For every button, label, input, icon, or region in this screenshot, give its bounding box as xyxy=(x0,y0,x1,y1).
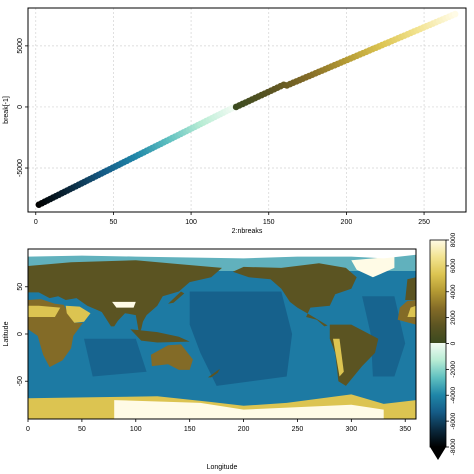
colorbar-tick-label: 2000 xyxy=(450,310,457,325)
scatter-points xyxy=(35,10,459,208)
arctic-ice xyxy=(28,249,416,259)
x-tick-label: 50 xyxy=(78,426,86,433)
y-tick-label: 0 xyxy=(17,332,24,336)
colorbar-legend: -8000 -6000 -4000 -2000 0 2000 4000 6000 8000 xyxy=(429,232,457,460)
map-x-axis: 0 50 100 150 200 250 300 350 xyxy=(26,419,411,433)
scatter-y-axis-label: break[-1] xyxy=(3,96,10,124)
india xyxy=(101,311,123,327)
x-tick-label: 250 xyxy=(418,219,430,226)
colorbar-tick-label: 4000 xyxy=(450,284,457,299)
scatter-y-axis: -5000 0 5000 xyxy=(17,38,28,177)
colorbar-tick-label: -6000 xyxy=(450,412,457,429)
x-tick-label: 100 xyxy=(185,219,197,226)
deep-ocean-pacific xyxy=(189,291,293,386)
andes xyxy=(333,338,344,377)
greenland xyxy=(351,256,395,278)
x-tick-label: 150 xyxy=(263,219,275,226)
deep-ocean-indian xyxy=(84,338,147,377)
y-tick-label: -50 xyxy=(17,376,24,386)
iberia-europe-west xyxy=(405,277,416,300)
colorbar-extend-arrow xyxy=(430,447,446,460)
x-tick-label: 0 xyxy=(26,426,30,433)
map-y-axis: -50 0 50 xyxy=(17,283,28,386)
arabia xyxy=(65,305,91,323)
colorbar-tick-label: 8000 xyxy=(450,232,457,247)
x-tick-label: 200 xyxy=(238,426,250,433)
tibet-highlands xyxy=(112,301,136,308)
japan xyxy=(168,291,185,304)
deep-ocean-atlantic xyxy=(362,296,406,377)
scatter-grid xyxy=(28,8,466,212)
antarctica-ice xyxy=(114,400,384,419)
bathymetry-map: 0 50 100 150 200 250 300 350 -50 0 50 Longitude L… xyxy=(3,248,417,471)
colorbar-ocean xyxy=(430,343,446,447)
data-point xyxy=(451,10,459,18)
y-tick-label: 5000 xyxy=(17,38,24,54)
southeast-asia xyxy=(135,315,145,334)
map-y-axis-label: Latitude xyxy=(3,321,10,346)
indonesia xyxy=(130,329,190,343)
colorbar-tick-label: 6000 xyxy=(450,258,457,273)
scatter-x-axis: 0 50 100 150 200 250 xyxy=(34,212,430,226)
x-tick-label: 0 xyxy=(34,219,38,226)
x-tick-label: 350 xyxy=(399,426,411,433)
africa-west-bulge xyxy=(397,300,416,325)
colorbar-land xyxy=(430,240,446,343)
scatter-plot-frame xyxy=(27,7,467,213)
y-tick-label: 50 xyxy=(17,283,24,291)
y-tick-label: 0 xyxy=(17,105,24,109)
sahara-highlight-east xyxy=(28,305,61,317)
colorbar-ticks: -8000 -6000 -4000 -2000 0 2000 4000 6000 8000 xyxy=(446,232,457,455)
colorbar-tick-label: 0 xyxy=(450,341,457,345)
x-tick-label: 150 xyxy=(184,426,196,433)
new-zealand xyxy=(208,368,220,378)
eurasia xyxy=(28,260,222,325)
x-tick-label: 250 xyxy=(292,426,304,433)
colorbar-tick-label: -2000 xyxy=(450,361,457,378)
colorbar-tick-label: -4000 xyxy=(450,387,457,404)
north-america xyxy=(232,263,357,327)
x-tick-label: 100 xyxy=(130,426,142,433)
y-tick-label: -5000 xyxy=(17,159,24,177)
map-landmasses xyxy=(28,249,416,419)
scatter-chart: 0 50 100 150 200 250 -5000 0 5000 2:nbreaks bre… xyxy=(3,7,467,235)
sahara-highlight xyxy=(407,305,416,317)
scatter-x-axis-label: 2:nbreaks xyxy=(232,228,263,235)
x-tick-label: 300 xyxy=(345,426,357,433)
map-x-axis-label: Longitude xyxy=(207,464,238,471)
australia xyxy=(150,344,193,370)
x-tick-label: 200 xyxy=(341,219,353,226)
colorbar-tick-label: -8000 xyxy=(450,438,457,455)
x-tick-label: 50 xyxy=(110,219,118,226)
